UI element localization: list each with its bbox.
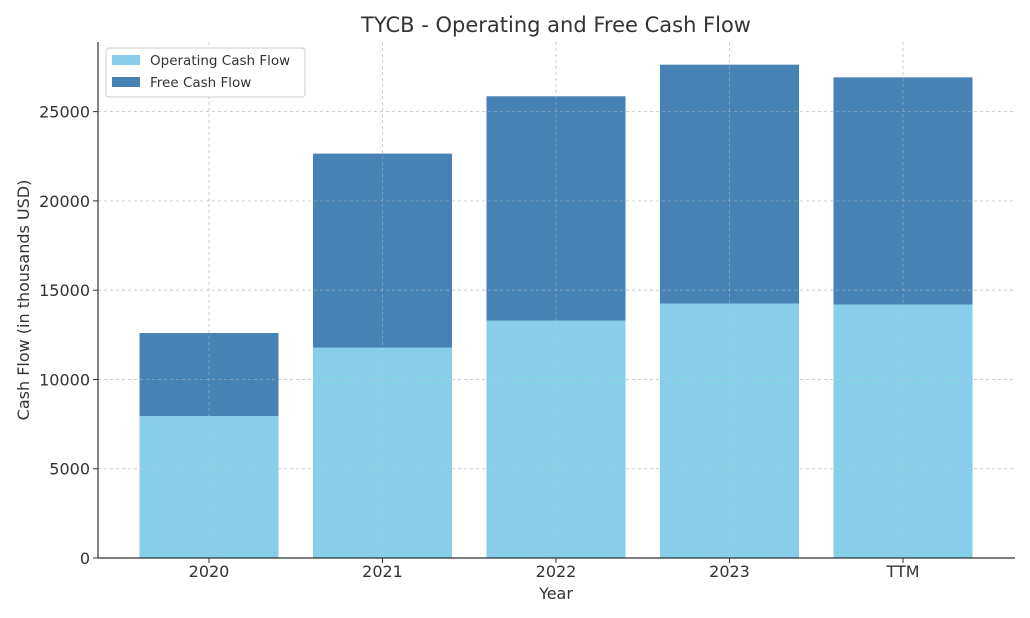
y-tick-label: 20000 [39,192,90,211]
legend-swatch-operating [112,55,140,65]
legend-label-operating: Operating Cash Flow [150,53,290,69]
free-cash-flow-bar [313,153,452,348]
x-tick-label: 2020 [189,562,230,581]
y-tick-label: 5000 [49,460,90,479]
x-axis-title: Year [538,584,573,603]
legend-label-free: Free Cash Flow [150,75,251,91]
bars [98,42,1015,558]
operating-cash-flow-bar [833,304,973,558]
y-tick-label: 15000 [39,281,90,300]
y-tick-label: 0 [80,549,90,568]
x-tick-label: TTM [885,562,919,581]
ticks: 0 5000 10000 15000 20000 25000 2020 2021 2022 202… [39,103,919,581]
legend-frame [105,47,306,98]
y-tick-label: 10000 [39,370,90,389]
legend: Operating Cash Flow Free Cash Flow [105,47,306,98]
x-tick-label: 2021 [362,562,403,581]
free-cash-flow-bar [660,64,799,304]
chart-title: TYCB - Operating and Free Cash Flow [360,13,751,37]
free-cash-flow-bar [486,96,626,321]
y-axis-title: Cash Flow (in thousands USD) [14,180,33,421]
x-tick-label: 2022 [536,562,577,581]
x-tick-label: 2023 [709,562,750,581]
operating-cash-flow-bar [660,303,799,558]
legend-swatch-free [112,77,140,87]
y-tick-label: 25000 [39,103,90,122]
